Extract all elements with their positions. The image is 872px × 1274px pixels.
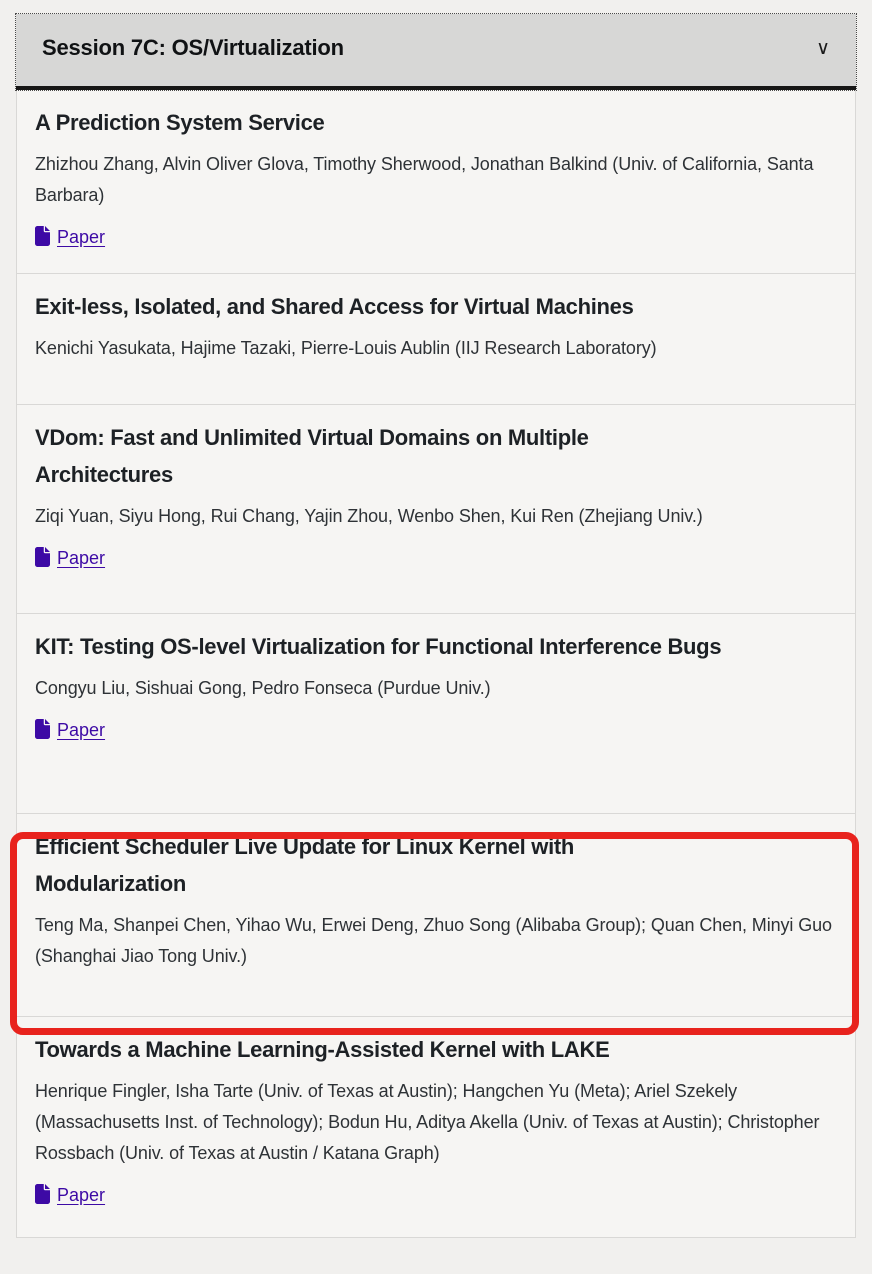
paper-title: VDom: Fast and Unlimited Virtual Domains… — [35, 425, 589, 487]
session-paper-list: A Prediction System Service Zhizhou Zhan… — [16, 90, 856, 1238]
paper-authors: Henrique Fingler, Isha Tarte (Univ. of T… — [35, 1081, 820, 1163]
paper-authors: Kenichi Yasukata, Hajime Tazaki, Pierre-… — [35, 338, 657, 358]
paper-entry-highlighted: Efficient Scheduler Live Update for Linu… — [17, 813, 855, 1016]
session-title: Session 7C: OS/Virtualization — [42, 35, 344, 60]
file-icon — [35, 547, 50, 567]
chevron-down-icon: ∨ — [816, 37, 830, 59]
paper-authors: Teng Ma, Shanpei Chen, Yihao Wu, Erwei D… — [35, 915, 832, 966]
paper-title: Towards a Machine Learning-Assisted Kern… — [35, 1037, 610, 1062]
paper-link-label: Paper — [57, 1185, 106, 1205]
paper-entry: KIT: Testing OS-level Virtualization for… — [17, 613, 855, 813]
paper-title: KIT: Testing OS-level Virtualization for… — [35, 634, 722, 659]
paper-link[interactable]: Paper — [35, 547, 105, 569]
paper-link[interactable]: Paper — [35, 1184, 105, 1206]
file-icon — [35, 1184, 50, 1204]
paper-link[interactable]: Paper — [35, 719, 105, 741]
session-header-toggle[interactable]: Session 7C: OS/Virtualization ∨ — [15, 13, 857, 91]
paper-title: Efficient Scheduler Live Update for Linu… — [35, 834, 575, 896]
paper-entry: VDom: Fast and Unlimited Virtual Domains… — [17, 404, 855, 613]
paper-authors: Ziqi Yuan, Siyu Hong, Rui Chang, Yajin Z… — [35, 506, 703, 526]
paper-title: Exit-less, Isolated, and Shared Access f… — [35, 294, 634, 319]
file-icon — [35, 719, 50, 739]
paper-link-label: Paper — [57, 548, 106, 568]
paper-link-label: Paper — [57, 720, 106, 740]
paper-authors: Congyu Liu, Sishuai Gong, Pedro Fonseca … — [35, 678, 491, 698]
paper-link-label: Paper — [57, 227, 106, 247]
paper-entry: A Prediction System Service Zhizhou Zhan… — [17, 90, 855, 273]
file-icon — [35, 226, 50, 246]
paper-entry: Towards a Machine Learning-Assisted Kern… — [17, 1016, 855, 1237]
paper-link[interactable]: Paper — [35, 226, 105, 248]
paper-authors: Zhizhou Zhang, Alvin Oliver Glova, Timot… — [35, 154, 814, 205]
paper-title: A Prediction System Service — [35, 110, 325, 135]
paper-entry: Exit-less, Isolated, and Shared Access f… — [17, 273, 855, 404]
